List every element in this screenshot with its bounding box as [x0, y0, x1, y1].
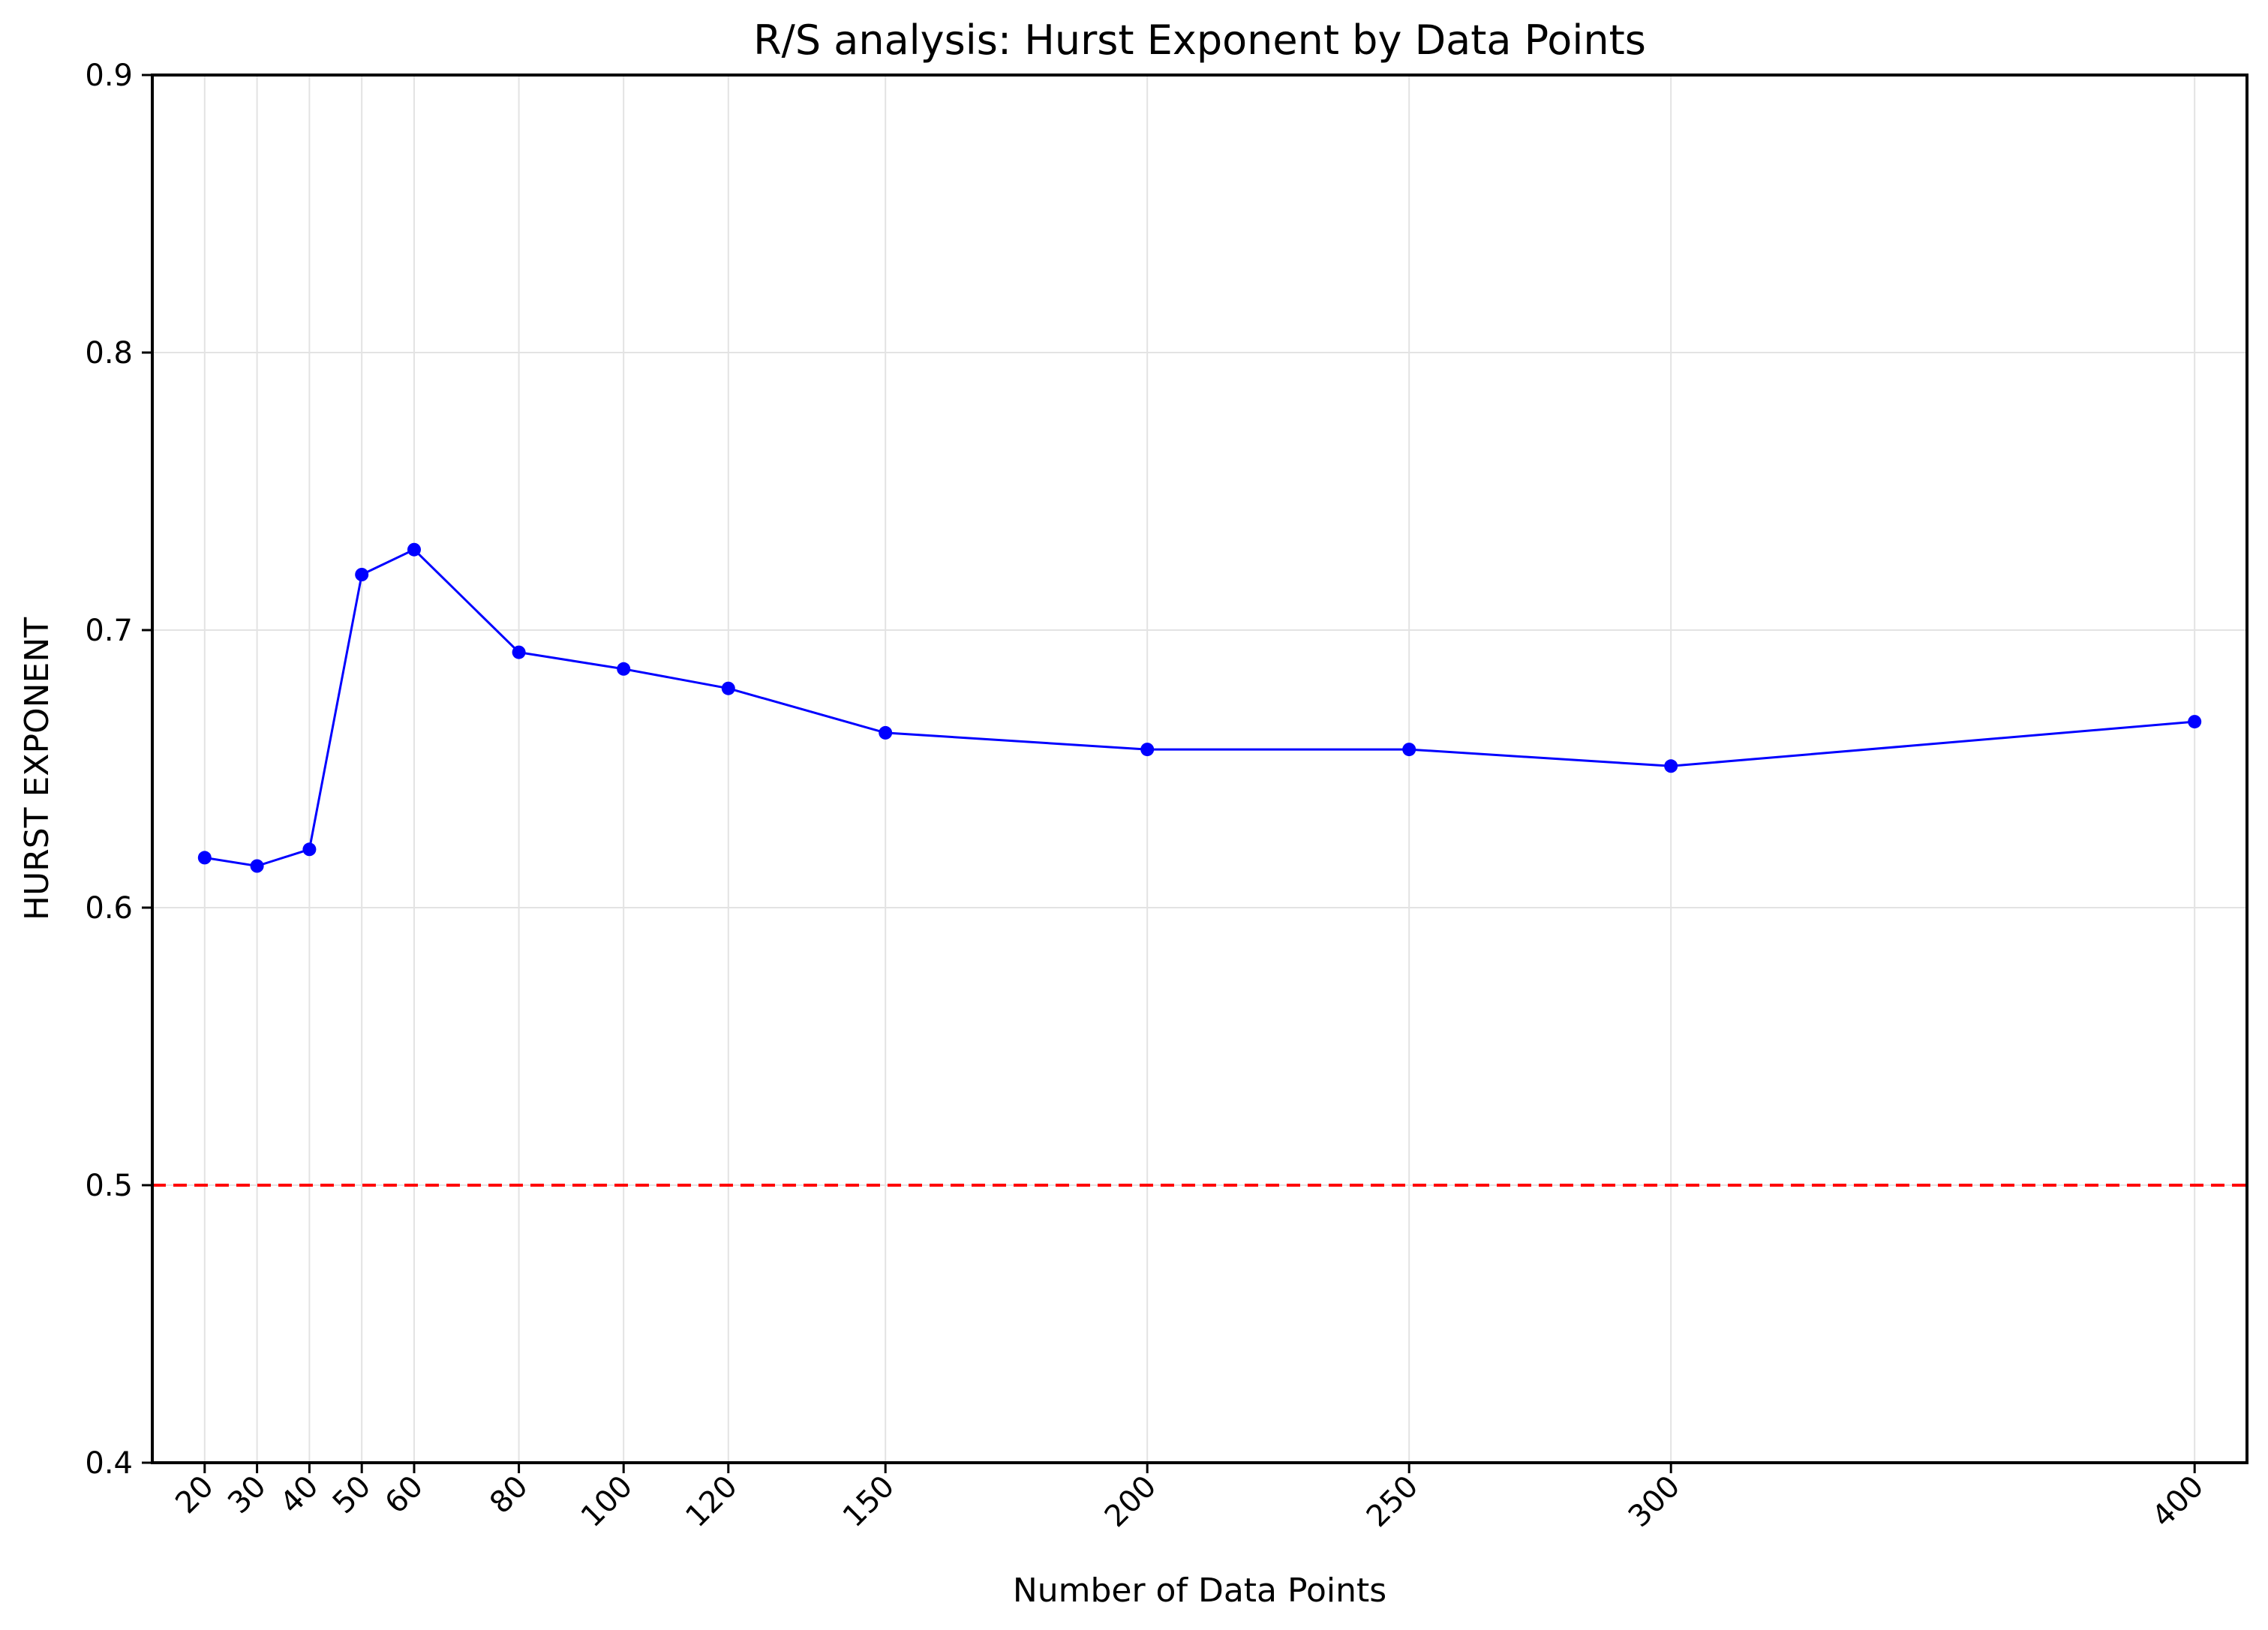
y-tick-label: 0.4	[85, 1446, 133, 1481]
plot-frame	[151, 74, 2248, 1464]
x-tick-label: 50	[326, 1469, 378, 1521]
data-point	[197, 851, 212, 865]
data-point	[407, 542, 421, 557]
y-axis-label: HURST EXPONENT	[18, 617, 56, 920]
x-tick-label: 300	[1622, 1469, 1687, 1535]
y-tick-label: 0.8	[85, 336, 133, 371]
x-tick-label: 400	[2146, 1469, 2211, 1535]
data-point	[617, 662, 631, 676]
x-axis-label: Number of Data Points	[1013, 1571, 1386, 1610]
data-point	[302, 842, 317, 857]
data-point	[1664, 759, 1678, 773]
chart-title: R/S analysis: Hurst Exponent by Data Poi…	[753, 17, 1646, 64]
data-point	[721, 681, 735, 695]
x-tick-label: 60	[379, 1469, 431, 1521]
x-tick-label: 30	[221, 1469, 273, 1521]
x-tick-label: 120	[679, 1469, 744, 1535]
data-point	[512, 645, 526, 659]
y-axis-ticks: 0.4 0.5 0.6 0.7 0.8 0.9	[85, 59, 152, 1481]
y-tick-label: 0.7	[85, 614, 133, 648]
data-point	[355, 568, 369, 581]
x-tick-label: 20	[169, 1469, 221, 1521]
x-tick-label: 150	[837, 1469, 902, 1535]
x-tick-label: 100	[575, 1469, 640, 1535]
y-tick-label: 0.9	[85, 59, 133, 93]
data-point	[250, 859, 264, 873]
series-line	[204, 548, 2195, 868]
data-point	[2188, 715, 2202, 729]
x-tick-label: 40	[274, 1469, 326, 1521]
x-tick-label: 250	[1360, 1469, 1425, 1535]
y-tick-label: 0.6	[85, 891, 133, 926]
y-tick-label: 0.5	[85, 1169, 133, 1203]
data-point	[1140, 743, 1155, 757]
x-tick-label: 80	[483, 1469, 535, 1521]
data-point	[879, 725, 893, 740]
x-tick-label: 200	[1098, 1469, 1164, 1535]
grid	[152, 74, 2247, 1463]
series-layer	[197, 542, 2202, 873]
data-point	[1402, 743, 1416, 757]
x-axis-ticks: 20 30 40 50 60 80 100 120 150 200 250 300 400	[169, 1463, 2210, 1534]
